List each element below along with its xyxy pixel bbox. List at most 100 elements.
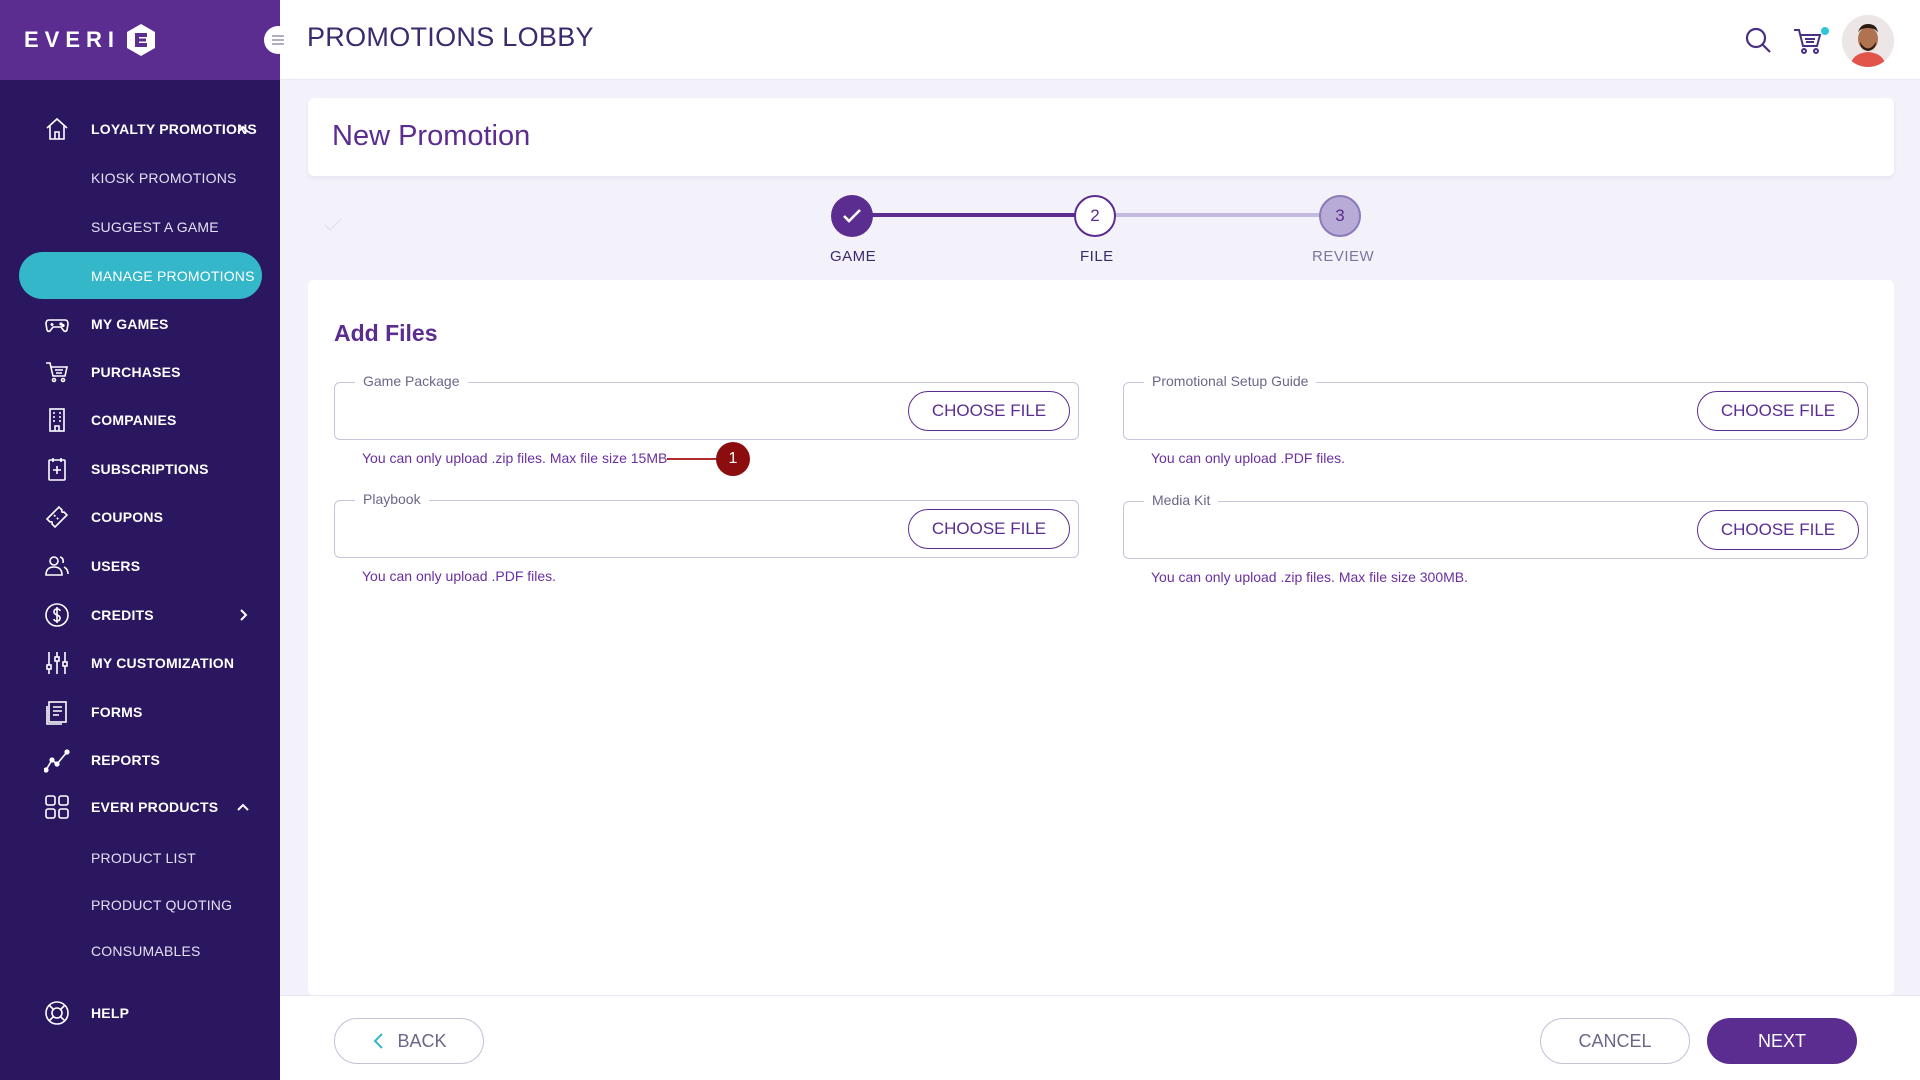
playbook-field: Playbook CHOOSE FILE: [334, 491, 1079, 558]
step-review-circle[interactable]: 3: [1319, 195, 1361, 237]
setup-guide-choose-file-button[interactable]: CHOOSE FILE: [1697, 391, 1859, 431]
page-title: PROMOTIONS LOBBY: [307, 22, 594, 52]
cancel-label: CANCEL: [1578, 1030, 1652, 1051]
sidebar-item-label: EVERI PRODUCTS: [91, 799, 219, 815]
promotion-header-card: New Promotion: [308, 98, 1894, 176]
annotation-line: [667, 458, 717, 460]
cart-icon[interactable]: [1792, 24, 1824, 56]
home-icon: [44, 116, 70, 142]
setup-guide-hint: You can only upload .PDF files.: [1151, 450, 1346, 466]
media-kit-choose-file-button[interactable]: CHOOSE FILE: [1697, 510, 1859, 550]
sidebar-item-product-quoting[interactable]: PRODUCT QUOTING: [0, 885, 280, 925]
sidebar-item-kiosk-promotions[interactable]: KIOSK PROMOTIONS: [0, 158, 280, 198]
chevron-left-icon: [374, 1033, 384, 1049]
chevron-right-icon: [240, 609, 248, 621]
step-game-circle[interactable]: [831, 195, 873, 237]
sidebar-item-my-customization[interactable]: MY CUSTOMIZATION: [0, 643, 280, 683]
sidebar-item-label: MY CUSTOMIZATION: [91, 655, 235, 671]
sidebar-item-label: PRODUCT QUOTING: [91, 897, 233, 913]
game-package-field: Game Package CHOOSE FILE: [334, 373, 1079, 440]
sidebar-item-everi-products[interactable]: EVERI PRODUCTS: [0, 787, 280, 827]
sidebar-item-coupons[interactable]: COUPONS: [0, 497, 280, 537]
ticket-icon: [44, 504, 70, 530]
logo: EVERI: [24, 27, 121, 52]
top-bar: PROMOTIONS LOBBY: [280, 0, 1920, 80]
sliders-icon: [44, 650, 70, 676]
sidebar-item-label: PURCHASES: [91, 364, 181, 380]
field-label: Promotional Setup Guide: [1144, 373, 1317, 389]
annotation-badge: 1: [716, 442, 750, 476]
sidebar-item-suggest-a-game[interactable]: SUGGEST A GAME: [0, 207, 280, 247]
annotation-number: 1: [728, 450, 738, 467]
step-file-circle[interactable]: 2: [1074, 195, 1116, 237]
sidebar-item-product-list[interactable]: PRODUCT LIST: [0, 838, 280, 878]
sidebar-item-label: SUBSCRIPTIONS: [91, 461, 209, 477]
sidebar-item-label: PRODUCT LIST: [91, 850, 196, 866]
sidebar-item-companies[interactable]: COMPANIES: [0, 400, 280, 440]
sidebar-item-reports[interactable]: REPORTS: [0, 740, 280, 780]
sidebar-item-label: COMPANIES: [91, 412, 177, 428]
sidebar-item-label: REPORTS: [91, 752, 161, 768]
sidebar-item-purchases[interactable]: PURCHASES: [0, 352, 280, 392]
sidebar-item-subscriptions[interactable]: SUBSCRIPTIONS: [0, 449, 280, 489]
media-kit-field: Media Kit CHOOSE FILE: [1123, 492, 1868, 559]
sidebar-item-forms[interactable]: FORMS: [0, 692, 280, 732]
step-file-number: 2: [1090, 206, 1100, 225]
lifebuoy-icon: [44, 1000, 70, 1026]
sidebar-item-label: HELP: [91, 1005, 130, 1021]
logo-bar: EVERI: [0, 0, 280, 80]
chevron-up-icon: [237, 803, 249, 811]
sidebar-item-label: LOYALTY PROMOTIONS: [91, 121, 257, 137]
sidebar-item-consumables[interactable]: CONSUMABLES: [0, 931, 280, 971]
sidebar-item-my-games[interactable]: MY GAMES: [0, 304, 280, 344]
sidebar-item-label: CREDITS: [91, 607, 154, 623]
field-label: Media Kit: [1144, 492, 1219, 508]
footer-bar: BACK CANCEL NEXT: [280, 995, 1920, 1080]
user-avatar-icon: [1842, 15, 1894, 67]
next-label: NEXT: [1757, 1030, 1806, 1051]
check-icon: [843, 209, 861, 223]
sidebar-item-help[interactable]: HELP: [0, 993, 280, 1033]
cancel-button[interactable]: CANCEL: [1540, 1018, 1690, 1064]
sidebar-item-label: KIOSK PROMOTIONS: [91, 170, 237, 186]
sidebar-item-credits[interactable]: CREDITS: [0, 595, 280, 635]
sidebar-item-label: CONSUMABLES: [91, 943, 201, 959]
sidebar: EVERI LOYALTY PROMOTIONS KIOSK PROMOTION…: [0, 0, 280, 1080]
promotion-title: New Promotion: [332, 120, 531, 152]
building-icon: [44, 407, 70, 433]
sidebar-item-label: COUPONS: [91, 509, 164, 525]
menu-toggle-button[interactable]: [264, 26, 292, 54]
sidebar-item-label: SUGGEST A GAME: [91, 219, 219, 235]
sidebar-item-users[interactable]: USERS: [0, 546, 280, 586]
search-icon[interactable]: [1742, 24, 1774, 56]
sidebar-item-label: USERS: [91, 558, 141, 574]
cart-badge: [1821, 27, 1829, 35]
sidebar-item-label: FORMS: [91, 704, 143, 720]
avatar[interactable]: [1842, 15, 1894, 67]
back-label: BACK: [397, 1030, 447, 1051]
back-button[interactable]: BACK: [334, 1018, 484, 1064]
sidebar-item-loyalty-promotions[interactable]: LOYALTY PROMOTIONS: [0, 109, 280, 149]
playbook-choose-file-button[interactable]: CHOOSE FILE: [908, 509, 1070, 549]
section-title: Add Files: [334, 320, 438, 346]
media-kit-hint: You can only upload .zip files. Max file…: [1151, 569, 1468, 585]
game-package-choose-file-button[interactable]: CHOOSE FILE: [908, 391, 1070, 431]
stepper-line-pending: [1115, 213, 1321, 217]
faint-check-icon: [324, 218, 342, 232]
step-review-number: 3: [1335, 206, 1345, 225]
logo-mark-icon: [127, 24, 156, 56]
step-game-label: GAME: [830, 248, 877, 265]
chevron-up-icon: [237, 125, 249, 133]
cart-icon: [44, 359, 70, 385]
sidebar-item-manage-promotions[interactable]: MANAGE PROMOTIONS: [19, 252, 262, 299]
field-label: Game Package: [355, 373, 468, 389]
next-button[interactable]: NEXT: [1707, 1018, 1857, 1064]
stepper-line-complete: [872, 213, 1076, 217]
game-package-hint: You can only upload .zip files. Max file…: [362, 450, 668, 466]
gamepad-icon: [44, 311, 70, 337]
grid-icon: [44, 794, 70, 820]
step-file-label: FILE: [1080, 248, 1114, 265]
dollar-icon: [44, 602, 70, 628]
step-review-label: REVIEW: [1312, 248, 1375, 265]
hamburger-icon: [272, 35, 284, 45]
